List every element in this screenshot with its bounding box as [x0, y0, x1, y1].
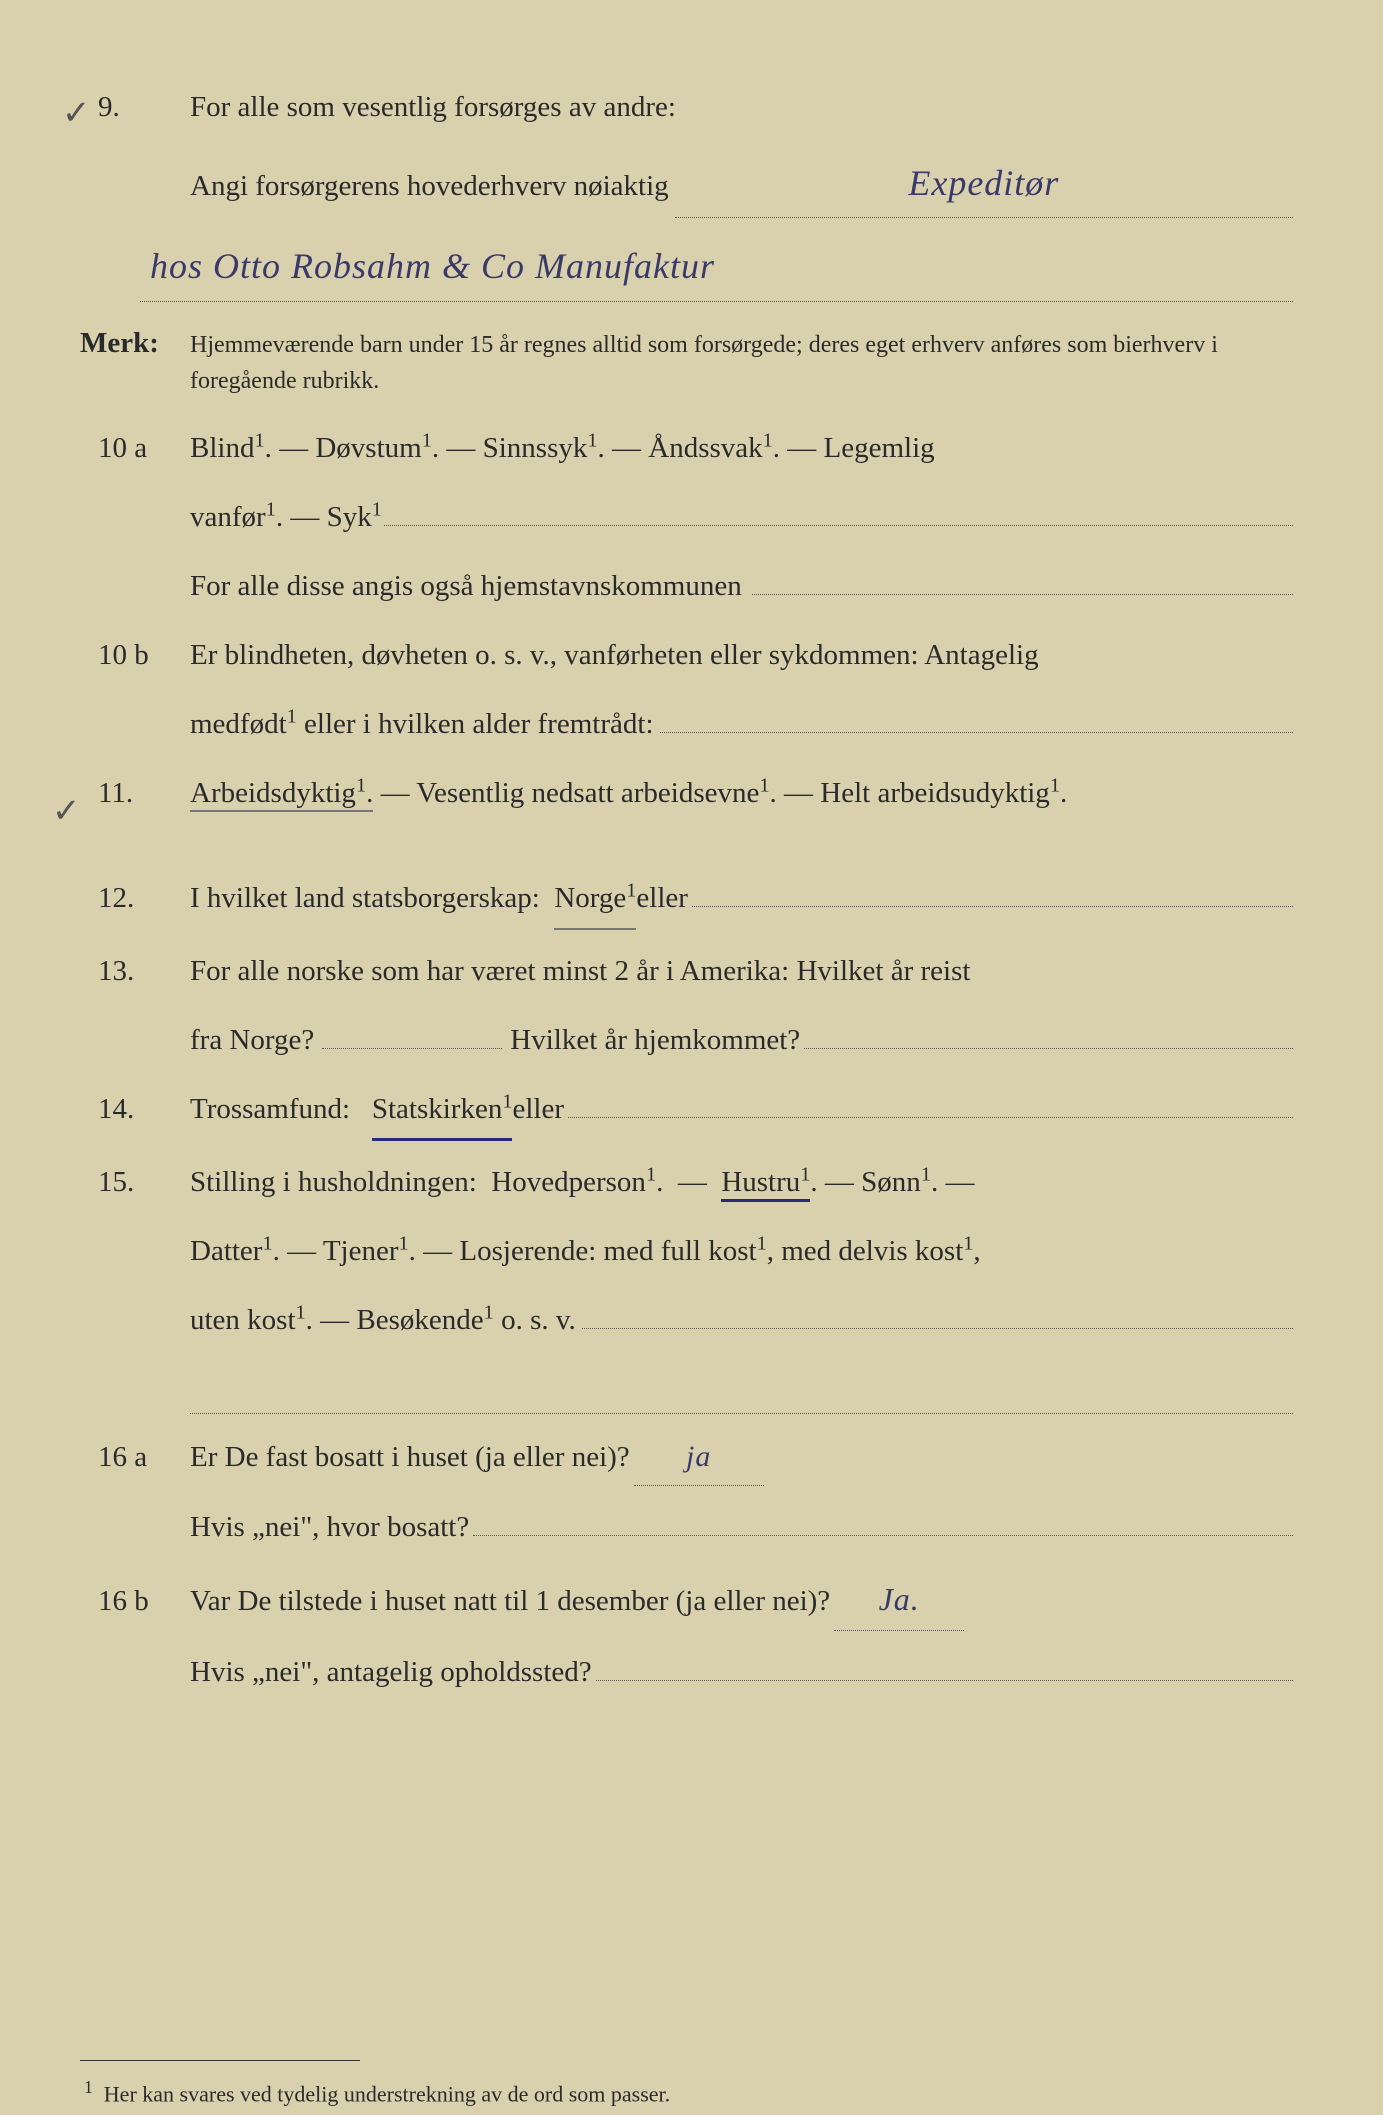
q13-num: 13. [98, 955, 134, 987]
q14-row: 14. Trossamfund: Statskirken1 eller [80, 1082, 1293, 1141]
q15-line2: Datter1. — Tjener1. — Losjerende: med fu… [190, 1224, 1293, 1279]
q15-row1: 15. Stilling i husholdningen: Hovedperso… [80, 1155, 1293, 1210]
merk-text: Hjemmeværende barn under 15 år regnes al… [190, 327, 1293, 399]
q12-row: 12. I hvilket land statsborgerskap: Norg… [80, 871, 1293, 929]
q11-rest: — Vesentlig nedsatt arbeidsevne1. — Helt… [373, 777, 1067, 809]
q11-row: 11. Arbeidsdyktig1. — Vesentlig nedsatt … [80, 766, 1293, 821]
q15-blank-line [190, 1362, 1293, 1414]
merk-row: Merk: Hjemmeværende barn under 15 år reg… [80, 316, 1293, 399]
q10a-line3: For alle disse angis også hjemstavnskomm… [190, 559, 742, 614]
q10a-row2: vanfør1. — Syk1 [80, 490, 1293, 545]
q10b-line2: medfødt1 eller i hvilken alder fremtrådt… [190, 697, 654, 752]
checkmark-12: ✓ [52, 780, 81, 845]
q16a-line2: Hvis „nei", hvor bosatt? [190, 1500, 469, 1555]
q10b-row2: medfødt1 eller i hvilken alder fremtrådt… [80, 697, 1293, 752]
q10b-num: 10 b [98, 639, 149, 671]
merk-label: Merk: [80, 316, 190, 371]
q16a-ans: ja [686, 1440, 711, 1473]
q12-num: 12. [98, 882, 134, 914]
q15-hustru: Hustru1 [721, 1166, 810, 1202]
q10a-row3: For alle disse angis også hjemstavnskomm… [80, 559, 1293, 614]
q10b-row1: 10 b Er blindheten, døvheten o. s. v., v… [80, 628, 1293, 683]
footnote-rule [80, 2060, 360, 2061]
q9-row2: Angi forsørgerens hovederhverv nøiaktig … [80, 149, 1293, 218]
q16b-num: 16 b [98, 1585, 149, 1617]
q9-num: 9. [98, 91, 120, 123]
q10a-line2: vanfør1. — Syk1 [190, 490, 382, 545]
q15-line1b: . — Sønn1. — [810, 1166, 974, 1198]
q9-row3: hos Otto Robsahm & Co Manufaktur [140, 232, 1293, 301]
footnote-text: Her kan svares ved tydelig understreknin… [104, 2082, 670, 2107]
q14-prefix: Trossamfund: [190, 1082, 372, 1137]
q10a-num: 10 a [98, 432, 147, 464]
q13-line2b: Hvilket år hjemkommet? [510, 1013, 800, 1068]
q16a-prefix: Er De fast bosatt i huset (ja eller nei)… [190, 1430, 630, 1485]
q13-row1: 13. For alle norske som har været minst … [80, 944, 1293, 999]
footnote: 1 Her kan svares ved tydelig understrekn… [80, 2071, 1293, 2115]
checkmark-9: ✓ [62, 82, 91, 147]
q9-line1: For alle som vesentlig forsørges av andr… [190, 91, 676, 123]
q15-num: 15. [98, 1166, 134, 1198]
q14-stat: Statskirken1 [372, 1082, 513, 1141]
q16a-row2: Hvis „nei", hvor bosatt? [80, 1500, 1293, 1555]
q16a-num: 16 a [98, 1441, 147, 1473]
q9-handwritten1: Expeditør [908, 163, 1059, 203]
q9-row1: 9. For alle som vesentlig forsørges av a… [80, 80, 1293, 135]
q16b-ans: Ja. [879, 1581, 920, 1617]
q15-line3: uten kost1. — Besøkende1 o. s. v. [190, 1293, 576, 1348]
q15-line1a: Stilling i husholdningen: Hovedperson1. … [190, 1166, 721, 1198]
q12-prefix: I hvilket land statsborgerskap: [190, 871, 554, 926]
q9-line2-prefix: Angi forsørgerens hovederhverv nøiaktig [190, 159, 669, 214]
q11-num: 11. [98, 777, 133, 809]
q16a-row1: 16 a Er De fast bosatt i huset (ja eller… [80, 1428, 1293, 1486]
q12-norge: Norge1 [554, 871, 636, 929]
q11-underlined: Arbeidsdyktig1. [190, 777, 373, 812]
q9-handwritten2: hos Otto Robsahm & Co Manufaktur [150, 246, 715, 286]
q14-num: 14. [98, 1093, 134, 1125]
q10b-line1: Er blindheten, døvheten o. s. v., vanfør… [190, 628, 1293, 683]
q15-row2: Datter1. — Tjener1. — Losjerende: med fu… [80, 1224, 1293, 1279]
q16b-row2: Hvis „nei", antagelig opholdssted? [80, 1645, 1293, 1700]
q13-row2: fra Norge? Hvilket år hjemkommet? [80, 1013, 1293, 1068]
q16b-row1: 16 b Var De tilstede i huset natt til 1 … [80, 1569, 1293, 1631]
q13-line2a: fra Norge? [190, 1013, 314, 1068]
q14-mid: eller [512, 1082, 564, 1137]
q13-line1: For alle norske som har været minst 2 år… [190, 944, 1293, 999]
q12-mid: eller [636, 871, 688, 926]
q16b-prefix: Var De tilstede i huset natt til 1 desem… [190, 1574, 830, 1629]
q10a-line1: Blind1. — Døvstum1. — Sinnssyk1. — Åndss… [190, 421, 1293, 476]
q16b-line2: Hvis „nei", antagelig opholdssted? [190, 1645, 592, 1700]
q10a-row1: 10 a Blind1. — Døvstum1. — Sinnssyk1. — … [80, 421, 1293, 476]
q15-row3: uten kost1. — Besøkende1 o. s. v. [80, 1293, 1293, 1348]
